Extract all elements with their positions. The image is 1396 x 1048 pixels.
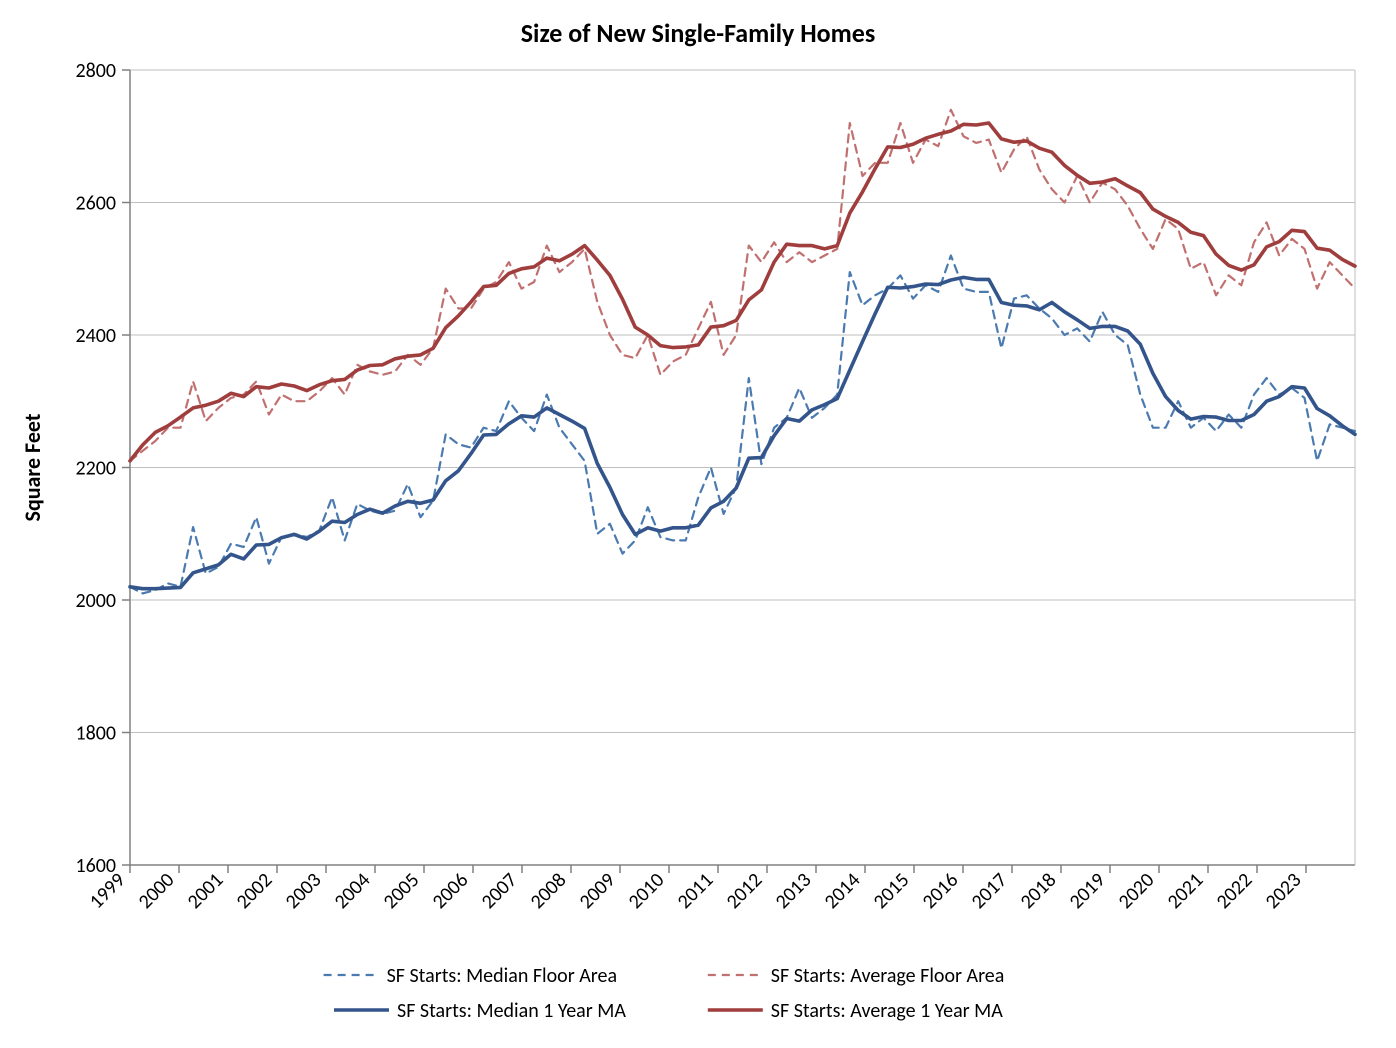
x-tick-label: 2006 bbox=[428, 868, 474, 914]
y-tick-label: 2200 bbox=[75, 457, 116, 481]
legend-label-median_ma: SF Starts: Median 1 Year MA bbox=[397, 999, 626, 1023]
y-tick-label: 2000 bbox=[75, 589, 116, 613]
legend-label-median_q: SF Starts: Median Floor Area bbox=[387, 964, 617, 988]
y-tick-label: 2400 bbox=[75, 324, 116, 348]
y-tick-label: 2600 bbox=[75, 192, 116, 216]
x-tick-label: 2021 bbox=[1163, 868, 1209, 914]
x-tick-label: 2016 bbox=[918, 868, 964, 914]
x-tick-label: 2014 bbox=[820, 868, 866, 914]
x-tick-label: 2015 bbox=[869, 868, 915, 914]
x-tick-label: 2005 bbox=[379, 868, 425, 914]
y-axis-label: Square Feet bbox=[19, 413, 46, 521]
legend-label-average_ma: SF Starts: Average 1 Year MA bbox=[771, 999, 1003, 1023]
x-tick-label: 2012 bbox=[722, 868, 768, 914]
line-chart-svg: 1600180020002200240026002800199920002001… bbox=[0, 0, 1396, 1048]
x-tick-label: 2013 bbox=[771, 868, 817, 914]
x-tick-label: 2003 bbox=[281, 868, 327, 914]
x-tick-label: 2000 bbox=[134, 868, 180, 914]
chart-title: Size of New Single-Family Homes bbox=[521, 17, 875, 49]
x-tick-label: 2010 bbox=[624, 868, 670, 914]
legend-label-average_q: SF Starts: Average Floor Area bbox=[771, 964, 1005, 988]
x-tick-label: 2008 bbox=[526, 868, 572, 914]
x-tick-label: 2001 bbox=[183, 868, 229, 914]
x-tick-label: 2004 bbox=[330, 868, 376, 914]
x-tick-label: 2009 bbox=[575, 868, 621, 914]
x-tick-label: 2018 bbox=[1016, 868, 1062, 914]
x-tick-label: 2017 bbox=[967, 868, 1013, 914]
x-tick-label: 2002 bbox=[232, 868, 278, 914]
chart-container: 1600180020002200240026002800199920002001… bbox=[0, 0, 1396, 1048]
y-tick-label: 1800 bbox=[75, 722, 116, 746]
x-tick-label: 2011 bbox=[673, 868, 719, 914]
y-tick-label: 2800 bbox=[75, 59, 116, 83]
x-tick-label: 2023 bbox=[1261, 868, 1307, 914]
x-tick-label: 2020 bbox=[1114, 868, 1160, 914]
x-tick-label: 2019 bbox=[1065, 868, 1111, 914]
x-tick-label: 2007 bbox=[477, 868, 523, 914]
x-tick-label: 2022 bbox=[1212, 868, 1258, 914]
